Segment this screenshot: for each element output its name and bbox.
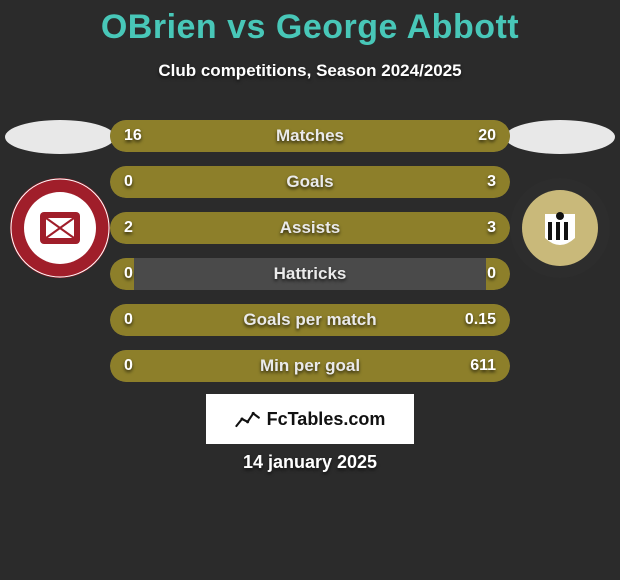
comparison-subtitle: Club competitions, Season 2024/2025 <box>0 61 620 81</box>
stat-value-right: 611 <box>470 357 496 375</box>
notts-county-badge-icon <box>510 178 610 278</box>
comparison-title: OBrien vs George Abbott <box>0 0 620 47</box>
stat-label: Matches <box>110 126 510 146</box>
right-player-column <box>500 120 620 278</box>
fctables-branding: FcTables.com <box>206 394 414 444</box>
stat-value-right: 20 <box>478 127 496 145</box>
stat-label: Hattricks <box>110 264 510 284</box>
stat-row: 0Hattricks0 <box>110 258 510 290</box>
stat-label: Min per goal <box>110 356 510 376</box>
left-player-silhouette <box>5 120 115 154</box>
stat-row: 0Goals3 <box>110 166 510 198</box>
stat-row: 16Matches20 <box>110 120 510 152</box>
snapshot-date: 14 january 2025 <box>0 452 620 473</box>
accrington-badge-icon <box>10 178 110 278</box>
stat-row: 2Assists3 <box>110 212 510 244</box>
right-club-badge <box>510 178 610 278</box>
left-player-column <box>0 120 120 278</box>
branding-text: FcTables.com <box>267 409 386 430</box>
stat-label: Assists <box>110 218 510 238</box>
stat-row: 0Min per goal611 <box>110 350 510 382</box>
stats-container: 16Matches200Goals32Assists30Hattricks00G… <box>110 120 510 382</box>
stat-value-right: 0.15 <box>465 311 496 329</box>
stat-value-right: 3 <box>487 219 496 237</box>
stat-row: 0Goals per match0.15 <box>110 304 510 336</box>
stat-value-right: 0 <box>487 265 496 283</box>
chart-icon <box>235 409 263 429</box>
stat-value-right: 3 <box>487 173 496 191</box>
stat-label: Goals per match <box>110 310 510 330</box>
right-player-silhouette <box>505 120 615 154</box>
left-club-badge <box>10 178 110 278</box>
stat-label: Goals <box>110 172 510 192</box>
